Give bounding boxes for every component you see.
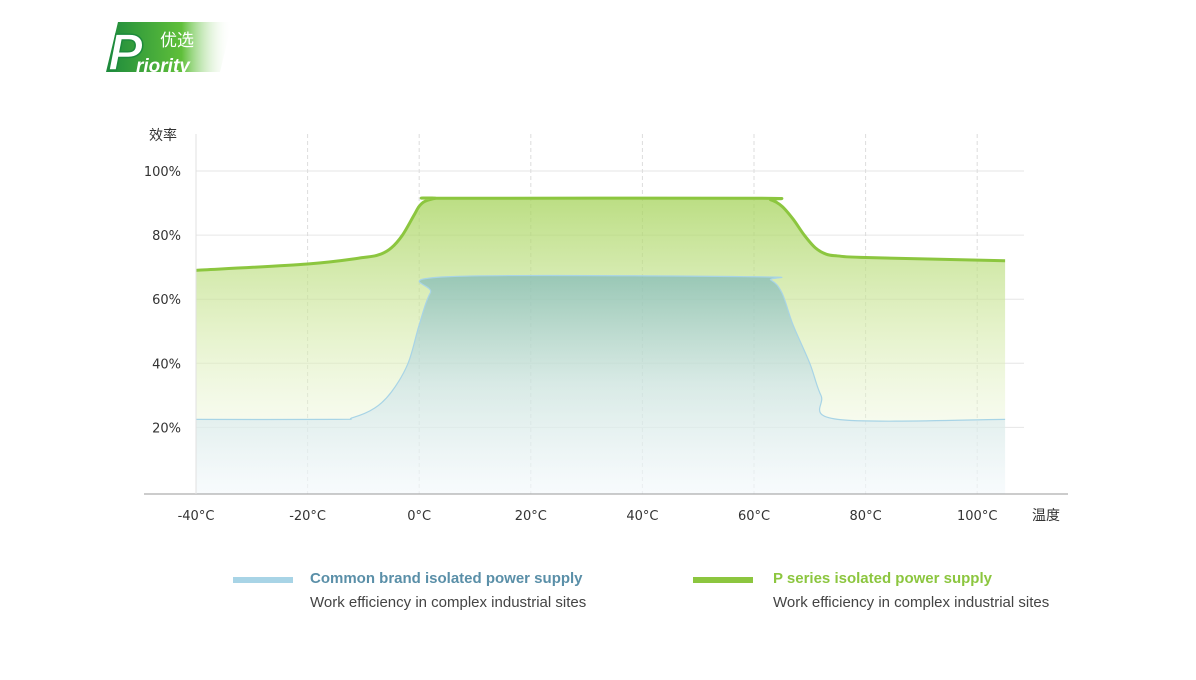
x-tick-label: 40°C xyxy=(626,509,658,524)
x-tick-label: 0°C xyxy=(407,509,431,524)
priority-logo: P 优选 riority xyxy=(106,22,232,82)
y-axis-label: 效率 xyxy=(149,127,177,144)
legend-swatch-p xyxy=(693,577,753,583)
axes: 20% 40% 60% 80% 100% -40°C -20°C 0°C 20°C 40°C 60°… xyxy=(144,134,1068,524)
x-tick-label: 60°C xyxy=(738,509,770,524)
y-tick-label: 80% xyxy=(152,229,181,244)
y-tick-label: 100% xyxy=(144,165,181,180)
logo-word: riority xyxy=(136,56,191,77)
legend-subtitle-p: Work efficiency in complex industrial si… xyxy=(773,594,1050,611)
efficiency-chart: 20% 40% 60% 80% 100% -40°C -20°C 0°C 20°C 40°C 60°… xyxy=(144,127,1068,524)
y-tick-label: 40% xyxy=(152,357,181,372)
x-tick-label: 100°C xyxy=(957,509,997,524)
legend-common-brand: Common brand isolated power supply Work … xyxy=(233,570,633,620)
y-tick-label: 20% xyxy=(152,421,181,436)
x-tick-label: -40°C xyxy=(178,509,215,524)
common-brand-area xyxy=(196,275,1006,494)
legend-swatch-common xyxy=(233,577,293,583)
common-brand-line xyxy=(195,274,1006,422)
logo-letter: P xyxy=(108,24,143,82)
series-lines xyxy=(195,196,1006,422)
series-areas xyxy=(196,198,1006,495)
p-series-line xyxy=(195,196,1006,272)
x-tick-label: -20°C xyxy=(289,509,326,524)
legend-p-series: P series isolated power supply Work effi… xyxy=(693,570,1093,620)
y-tick-label: 60% xyxy=(152,293,181,308)
legend-title-p: P series isolated power supply xyxy=(773,570,992,587)
x-axis-label: 温度 xyxy=(1032,508,1060,524)
legend-subtitle-common: Work efficiency in complex industrial si… xyxy=(310,594,587,611)
x-tick-label: 20°C xyxy=(515,509,547,524)
logo-cn: 优选 xyxy=(160,31,194,51)
legend-title-common: Common brand isolated power supply xyxy=(310,570,583,587)
x-tick-label: 80°C xyxy=(850,509,882,524)
